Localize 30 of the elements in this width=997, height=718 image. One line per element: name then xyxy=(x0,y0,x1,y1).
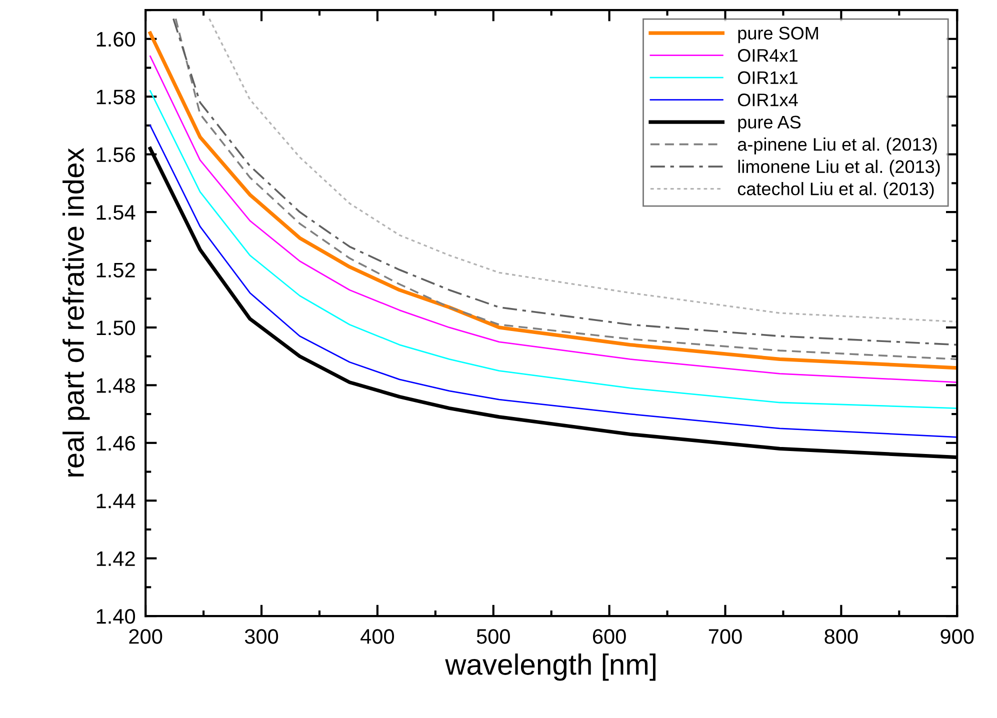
legend-label: a-pinene Liu et al. (2013) xyxy=(738,138,937,154)
y-tick-label: 1.56 xyxy=(96,147,135,162)
x-tick-label: 200 xyxy=(129,629,162,644)
x-tick-label: 500 xyxy=(476,629,510,644)
x-tick-label: 900 xyxy=(940,629,974,644)
x-tick-label: 600 xyxy=(592,629,626,644)
y-tick-label: 1.46 xyxy=(96,436,135,451)
x-tick-label: 700 xyxy=(708,629,742,644)
y-tick-label: 1.48 xyxy=(96,378,135,393)
legend-label: limonene Liu et al. (2013) xyxy=(738,160,940,177)
legend-label: pure SOM xyxy=(738,26,818,44)
y-tick-label: 1.60 xyxy=(96,32,136,47)
y-axis-title: real part of refrative index xyxy=(62,148,90,476)
legend-label: OIR4x1 xyxy=(738,49,798,62)
x-axis-title: wavelength [nm] xyxy=(445,654,656,681)
y-tick-label: 1.44 xyxy=(96,494,136,508)
y-tick-label: 1.50 xyxy=(96,320,136,336)
y-tick-label: 1.40 xyxy=(96,609,136,624)
x-tick-label: 800 xyxy=(824,629,858,644)
legend-label: OIR1x1 xyxy=(738,71,798,84)
y-tick-label: 1.42 xyxy=(96,551,135,566)
y-tick-label: 1.58 xyxy=(96,90,135,104)
legend-label: catechol Liu et al. (2013) xyxy=(738,182,934,199)
legend-label: OIR1x4 xyxy=(738,94,798,106)
line-series xyxy=(150,90,958,409)
y-tick-label: 1.52 xyxy=(96,262,135,278)
x-tick-label: 300 xyxy=(244,629,278,644)
x-tick-label: 400 xyxy=(360,629,394,644)
legend-label: pure AS xyxy=(738,116,801,132)
y-tick-label: 1.54 xyxy=(96,205,136,220)
